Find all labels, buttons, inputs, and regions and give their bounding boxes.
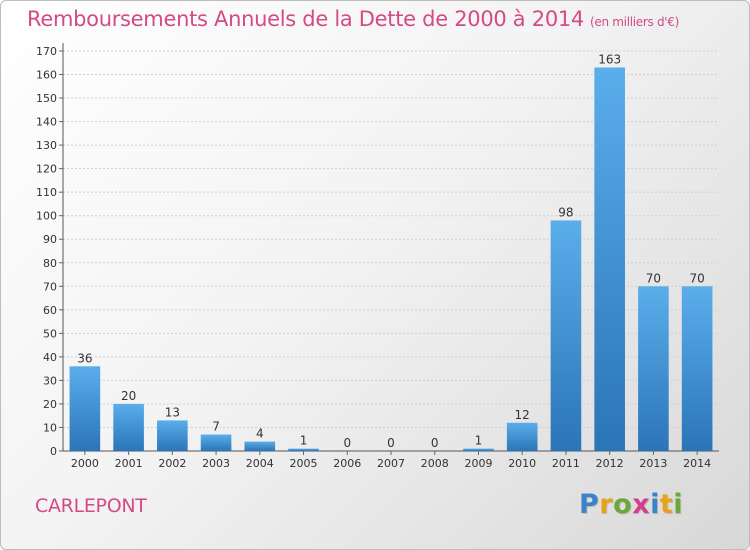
bar-2004 xyxy=(244,441,276,451)
y-tick-label: 120 xyxy=(36,163,57,176)
logo-letter: r xyxy=(599,489,614,520)
data-label: 0 xyxy=(387,436,395,450)
data-label: 70 xyxy=(689,271,704,285)
x-tick-label: 2004 xyxy=(246,457,274,470)
y-tick-label: 60 xyxy=(43,304,57,317)
data-label: 0 xyxy=(343,436,351,450)
x-tick-label: 2003 xyxy=(202,457,230,470)
bars xyxy=(69,67,713,452)
grid-lines xyxy=(63,50,719,428)
y-tick-label: 10 xyxy=(43,421,57,434)
data-label: 36 xyxy=(77,351,92,365)
x-tick-label: 2002 xyxy=(158,457,186,470)
data-label: 98 xyxy=(558,205,573,219)
data-label: 7 xyxy=(212,420,220,434)
x-tick-label: 2001 xyxy=(115,457,143,470)
bar-2012 xyxy=(594,67,625,452)
proxiti-logo: Proxiti xyxy=(579,489,683,520)
data-label: 20 xyxy=(121,389,136,403)
y-tick-label: 80 xyxy=(43,257,57,270)
bar-2014 xyxy=(681,286,713,451)
data-label: 1 xyxy=(475,434,483,448)
axes: 0102030405060708090100110120130140150160… xyxy=(36,43,719,470)
bar-2000 xyxy=(69,366,101,451)
y-tick-label: 90 xyxy=(43,233,57,246)
y-tick-label: 0 xyxy=(50,445,57,458)
logo-letter: t xyxy=(659,489,674,520)
y-tick-label: 160 xyxy=(36,69,57,82)
x-tick-label: 2009 xyxy=(464,457,492,470)
bar-2013 xyxy=(638,286,669,451)
x-tick-label: 2008 xyxy=(421,457,449,470)
bar-2005 xyxy=(288,448,319,451)
y-tick-label: 20 xyxy=(43,398,57,411)
bar-2001 xyxy=(113,403,144,451)
commune-name: CARLEPONT xyxy=(35,495,147,517)
data-label: 12 xyxy=(515,408,530,422)
logo-letter: o xyxy=(613,489,633,520)
x-tick-label: 2000 xyxy=(71,457,99,470)
y-tick-label: 110 xyxy=(36,186,57,199)
logo-letter: P xyxy=(579,489,600,520)
logo-letter: x xyxy=(632,489,651,520)
chart-title: Remboursements Annuels de la Dette de 20… xyxy=(27,7,679,31)
data-label: 1 xyxy=(300,434,308,448)
logo-letter: i xyxy=(673,489,684,520)
y-tick-label: 50 xyxy=(43,327,57,340)
y-tick-label: 100 xyxy=(36,210,57,223)
x-tick-label: 2007 xyxy=(377,457,405,470)
bar-2010 xyxy=(506,422,538,451)
data-label: 0 xyxy=(431,436,439,450)
data-label: 163 xyxy=(598,52,621,66)
x-tick-label: 2010 xyxy=(508,457,536,470)
x-tick-label: 2011 xyxy=(552,457,580,470)
y-tick-label: 130 xyxy=(36,139,57,152)
y-tick-label: 40 xyxy=(43,351,57,364)
data-label: 70 xyxy=(646,271,661,285)
bar-2009 xyxy=(463,448,494,451)
bar-2003 xyxy=(200,434,232,451)
y-tick-label: 170 xyxy=(36,45,57,58)
x-tick-label: 2014 xyxy=(683,457,711,470)
logo-letter: i xyxy=(650,489,660,520)
y-tick-label: 70 xyxy=(43,280,57,293)
data-label: 13 xyxy=(165,405,180,419)
y-tick-label: 140 xyxy=(36,116,57,129)
data-labels: 36 20 13 7 4 1 0 0 0 1 12 98 163 70 70 xyxy=(77,52,705,450)
bar-2011 xyxy=(550,220,582,451)
x-tick-label: 2012 xyxy=(596,457,624,470)
chart-title-text: Remboursements Annuels de la Dette de 20… xyxy=(27,7,584,31)
x-tick-label: 2005 xyxy=(290,457,318,470)
x-tick-label: 2006 xyxy=(333,457,361,470)
y-tick-label: 150 xyxy=(36,92,57,105)
y-tick-label: 30 xyxy=(43,374,57,387)
chart-unit: (en milliers d'€) xyxy=(590,15,680,29)
data-label: 4 xyxy=(256,427,264,441)
x-tick-label: 2013 xyxy=(639,457,667,470)
bar-2002 xyxy=(157,420,188,451)
